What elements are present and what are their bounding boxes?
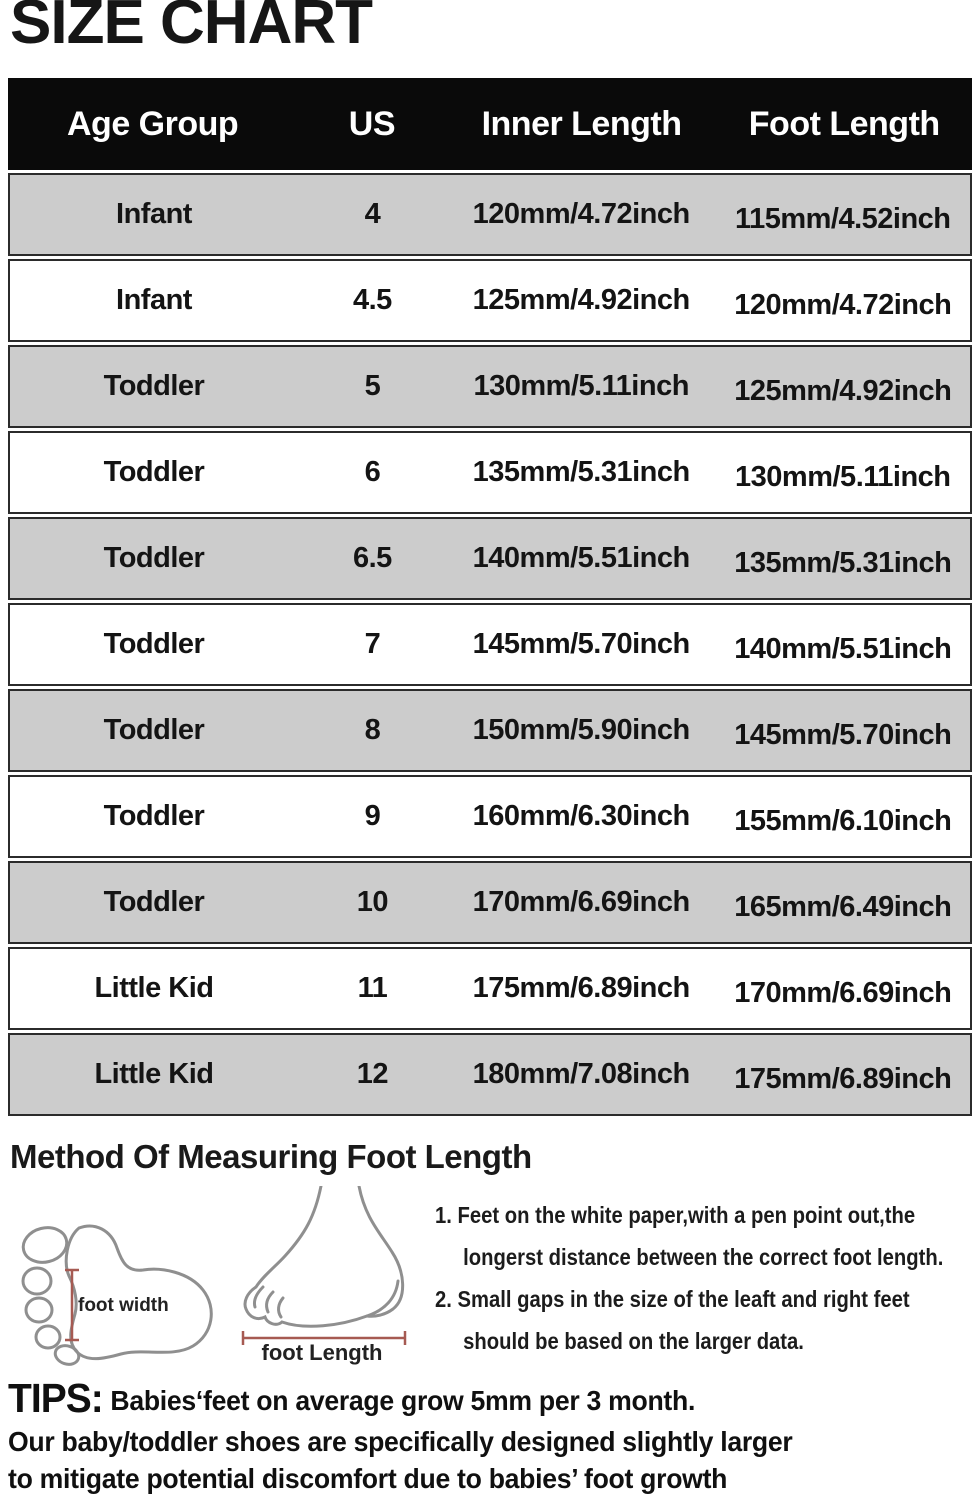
us-size-cell: 8 — [364, 714, 381, 746]
header-foot-length: Foot Length — [748, 104, 940, 143]
foot-length-cell: 120mm/4.72inch — [734, 289, 952, 321]
table-row: Infant 4 120mm/4.72inch 115mm/4.52inch — [8, 173, 972, 256]
inner-length-cell: 160mm/6.30inch — [472, 800, 691, 832]
tips-label: TIPS: — [8, 1375, 104, 1421]
page-title: SIZE CHART — [10, 0, 373, 57]
method-heading: Method Of Measuring Foot Length — [10, 1138, 532, 1175]
inner-length-cell: 135mm/5.31inch — [472, 456, 691, 488]
table-row: Toddler 10 170mm/6.69inch 165mm/6.49inch — [8, 861, 972, 944]
foot-length-cell: 145mm/5.70inch — [734, 719, 952, 751]
foot-length-cell: 125mm/4.92inch — [734, 375, 952, 407]
us-size-cell: 5 — [364, 370, 381, 402]
inner-length-cell: 180mm/7.08inch — [472, 1058, 691, 1090]
us-size-cell: 11 — [357, 972, 388, 1004]
us-size-cell: 6.5 — [352, 542, 392, 574]
instruction-text: Small gaps in the size of the leaft and … — [457, 1286, 910, 1312]
table-row: Little Kid 11 175mm/6.89inch 170mm/6.69i… — [8, 947, 972, 1030]
age-group-cell: Toddler — [103, 628, 205, 660]
us-size-cell: 4.5 — [352, 284, 392, 316]
footprint-top-view-icon — [15, 1200, 225, 1370]
tips-text-line: to mitigate potential discomfort due to … — [8, 1463, 728, 1494]
inner-length-cell: 145mm/5.70inch — [472, 628, 691, 660]
instruction-item: 2. Small gaps in the size of the leaft a… — [435, 1278, 915, 1362]
age-group-cell: Toddler — [103, 542, 205, 574]
age-group-cell: Toddler — [103, 886, 205, 918]
table-row: Toddler 9 160mm/6.30inch 155mm/6.10inch — [8, 775, 972, 858]
age-group-cell: Little Kid — [94, 972, 214, 1004]
header-us: US — [348, 104, 396, 143]
table-row: Infant 4.5 125mm/4.92inch 120mm/4.72inch — [8, 259, 972, 342]
age-group-cell: Toddler — [103, 370, 205, 402]
instruction-text: should be based on the larger data. — [463, 1328, 804, 1354]
instruction-text: Feet on the white paper,with a pen point… — [457, 1202, 916, 1228]
us-size-cell: 12 — [356, 1058, 389, 1090]
table-header-row: Age Group US Inner Length Foot Length — [8, 78, 972, 170]
header-inner-length: Inner Length — [481, 104, 682, 143]
size-chart-table: Age Group US Inner Length Foot Length In… — [8, 78, 972, 1116]
table-row: Toddler 8 150mm/5.90inch 145mm/5.70inch — [8, 689, 972, 772]
table-row: Toddler 6 135mm/5.31inch 130mm/5.11inch — [8, 431, 972, 514]
age-group-cell: Little Kid — [94, 1058, 214, 1090]
foot-length-cell: 165mm/6.49inch — [734, 891, 952, 923]
inner-length-cell: 120mm/4.72inch — [472, 198, 691, 230]
us-size-cell: 6 — [364, 456, 381, 488]
age-group-cell: Toddler — [103, 714, 205, 746]
instruction-item: 1. Feet on the white paper,with a pen po… — [435, 1194, 944, 1278]
table-row: Toddler 7 145mm/5.70inch 140mm/5.51inch — [8, 603, 972, 686]
instruction-number: 2. — [435, 1286, 452, 1312]
table-row: Toddler 6.5 140mm/5.51inch 135mm/5.31inc… — [8, 517, 972, 600]
foot-length-cell: 175mm/6.89inch — [734, 1063, 952, 1095]
foot-length-cell: 130mm/5.11inch — [735, 461, 951, 493]
header-age-group: Age Group — [67, 104, 239, 143]
table-row: Little Kid 12 180mm/7.08inch 175mm/6.89i… — [8, 1033, 972, 1116]
foot-width-label: foot width — [78, 1295, 169, 1316]
inner-length-cell: 130mm/5.11inch — [473, 370, 689, 402]
inner-length-cell: 125mm/4.92inch — [472, 284, 691, 316]
inner-length-cell: 150mm/5.90inch — [472, 714, 691, 746]
foot-length-cell: 135mm/5.31inch — [734, 547, 952, 579]
instruction-number: 1. — [435, 1202, 452, 1228]
foot-length-label: foot Length — [261, 1340, 383, 1365]
tips-text-line: Babies‘feet on average grow 5mm per 3 mo… — [110, 1385, 696, 1416]
foot-length-cell: 170mm/6.69inch — [734, 977, 952, 1009]
table-body: Infant 4 120mm/4.72inch 115mm/4.52inch I… — [8, 173, 972, 1116]
tips-text-line: Our baby/toddler shoes are specifically … — [8, 1426, 793, 1457]
foot-width-measure-line — [65, 1268, 79, 1342]
instruction-text: longerst distance between the correct fo… — [463, 1244, 944, 1270]
measuring-instructions: 1. Feet on the white paper,with a pen po… — [435, 1194, 944, 1362]
foot-side-view-icon — [235, 1186, 420, 1356]
us-size-cell: 10 — [356, 886, 389, 918]
age-group-cell: Infant — [116, 198, 192, 230]
foot-length-cell: 155mm/6.10inch — [734, 805, 952, 837]
tips-section: TIPS: Babies‘feet on average grow 5mm per… — [8, 1376, 931, 1497]
age-group-cell: Toddler — [103, 456, 205, 488]
inner-length-cell: 170mm/6.69inch — [472, 886, 691, 918]
foot-length-cell: 140mm/5.51inch — [734, 633, 952, 665]
table-row: Toddler 5 130mm/5.11inch 125mm/4.92inch — [8, 345, 972, 428]
inner-length-cell: 140mm/5.51inch — [472, 542, 691, 574]
age-group-cell: Infant — [116, 284, 192, 316]
us-size-cell: 4 — [364, 198, 381, 230]
foot-length-cell: 115mm/4.52inch — [735, 203, 951, 235]
foot-length-measure-line — [241, 1331, 407, 1345]
inner-length-cell: 175mm/6.89inch — [472, 972, 691, 1004]
us-size-cell: 9 — [364, 800, 381, 832]
us-size-cell: 7 — [364, 628, 381, 660]
age-group-cell: Toddler — [103, 800, 205, 832]
